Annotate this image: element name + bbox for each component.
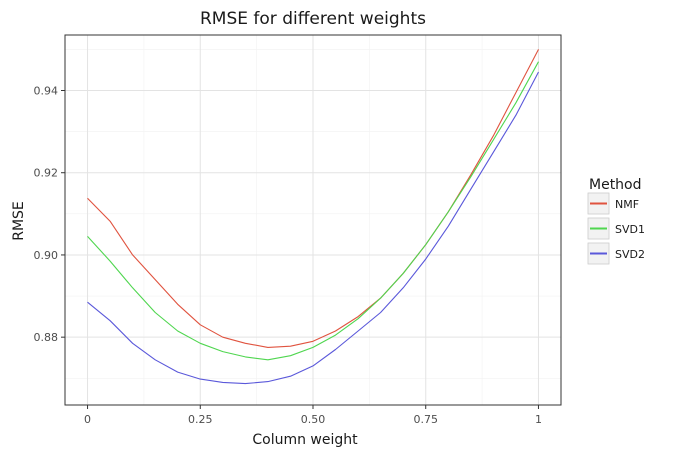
series-line-nmf <box>87 49 539 348</box>
chart-title: RMSE for different weights <box>200 9 426 29</box>
y-axis: 0.88 0.90 0.92 0.94 <box>34 85 65 344</box>
y-tick-label: 0.90 <box>34 249 59 262</box>
legend-label: SVD2 <box>615 248 645 261</box>
y-tick-label: 0.92 <box>34 167 59 180</box>
legend-title: Method <box>589 177 642 193</box>
legend: Method NMF SVD1 SVD2 <box>587 177 645 265</box>
x-tick-label: 0 <box>84 413 91 426</box>
x-axis-label: Column weight <box>252 432 358 448</box>
legend-items: NMF SVD1 SVD2 <box>587 192 645 265</box>
y-tick-label: 0.88 <box>34 331 59 344</box>
legend-label: SVD1 <box>615 223 645 236</box>
major-gridlines <box>65 35 561 405</box>
legend-label: NMF <box>615 198 639 211</box>
x-tick-label: 1 <box>535 413 542 426</box>
x-axis: 0 0.25 0.50 0.75 1 <box>84 405 542 426</box>
series-line-svd1 <box>87 61 539 361</box>
y-tick-label: 0.94 <box>34 85 59 98</box>
series-lines <box>87 49 539 385</box>
x-tick-label: 0.25 <box>188 413 213 426</box>
x-tick-label: 0.75 <box>413 413 438 426</box>
x-tick-label: 0.50 <box>301 413 326 426</box>
y-axis-label: RMSE <box>11 201 27 241</box>
series-line-svd2 <box>87 71 539 385</box>
